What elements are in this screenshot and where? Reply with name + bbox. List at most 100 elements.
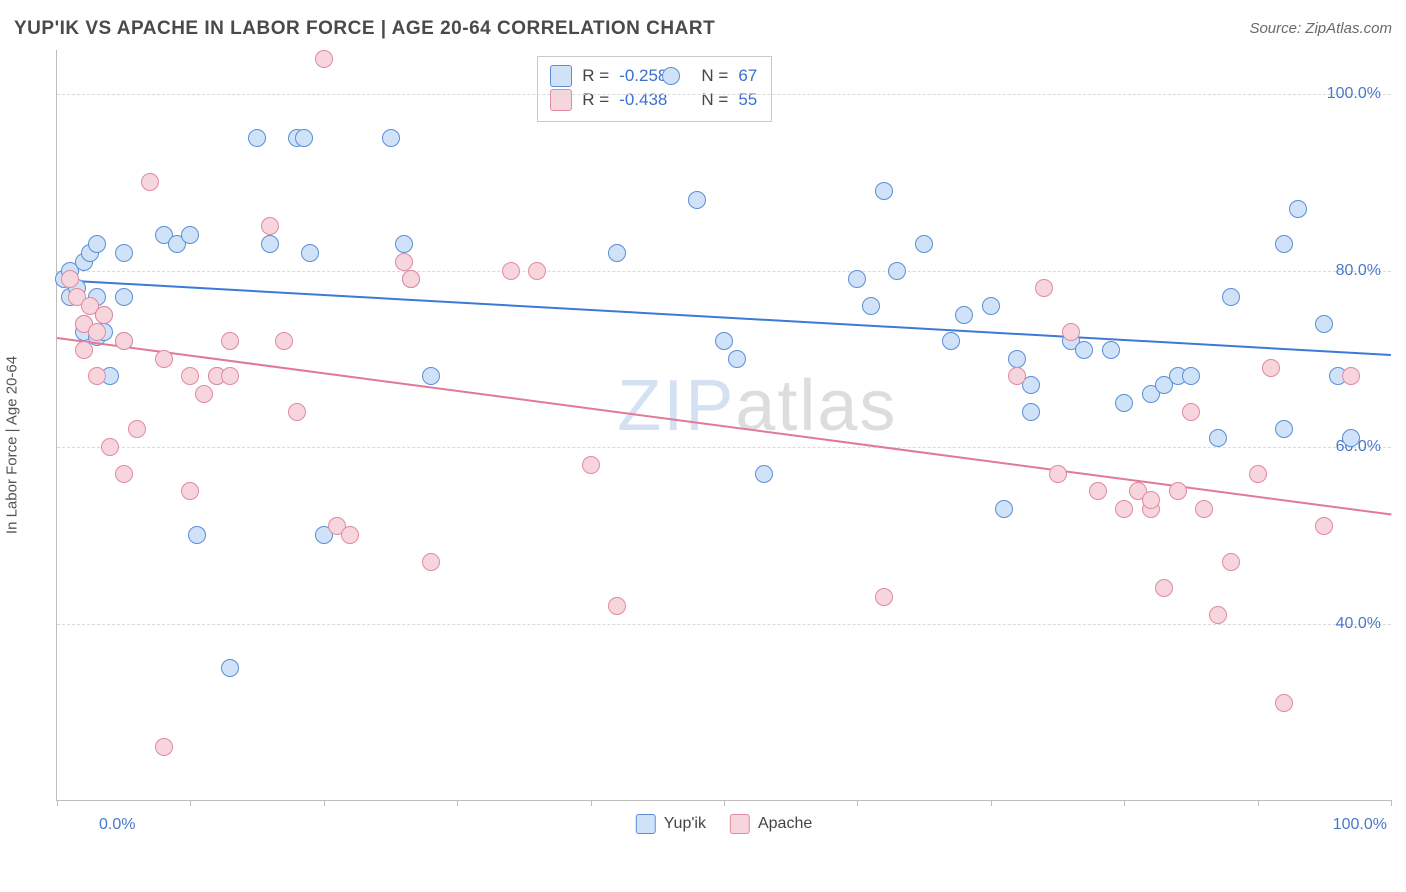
data-point [61,270,79,288]
gridline [57,624,1391,625]
stat-r-label: R = [582,90,609,110]
data-point [115,244,133,262]
data-point [582,456,600,474]
data-point [862,297,880,315]
legend-swatch [550,89,572,111]
legend-label: Apache [758,815,812,833]
data-point [95,306,113,324]
data-point [221,367,239,385]
x-tick [1124,800,1125,806]
data-point [75,341,93,359]
data-point [1315,517,1333,535]
x-axis-min-label: 0.0% [99,816,135,834]
y-tick-label: 100.0% [1327,85,1381,103]
x-tick [457,800,458,806]
data-point [195,385,213,403]
data-point [382,129,400,147]
data-point [181,367,199,385]
data-point [1289,200,1307,218]
data-point [261,217,279,235]
data-point [1249,465,1267,483]
x-tick [57,800,58,806]
data-point [875,588,893,606]
x-tick [857,800,858,806]
legend-item: Apache [730,814,812,834]
plot-region: ZIPatlas R = -0.258 N = 67 R = -0.438 N = 5… [56,50,1391,801]
data-point [1049,465,1067,483]
data-point [155,738,173,756]
data-point [128,420,146,438]
data-point [662,67,680,85]
data-point [402,270,420,288]
stat-n-label: N = [701,66,728,86]
data-point [1342,429,1360,447]
data-point [688,191,706,209]
legend-item: Yup'ik [636,814,706,834]
data-point [755,465,773,483]
data-point [1275,694,1293,712]
data-point [728,350,746,368]
data-point [848,270,866,288]
chart-area: In Labor Force | Age 20-64 ZIPatlas R = … [14,50,1392,840]
x-tick [591,800,592,806]
data-point [1022,403,1040,421]
gridline [57,447,1391,448]
data-point [221,659,239,677]
data-point [1275,420,1293,438]
gridline [57,271,1391,272]
legend-swatch [636,814,656,834]
data-point [915,235,933,253]
data-point [301,244,319,262]
data-point [1222,288,1240,306]
data-point [88,235,106,253]
gridline [57,94,1391,95]
data-point [88,367,106,385]
legend-swatch [550,65,572,87]
data-point [181,482,199,500]
data-point [221,332,239,350]
data-point [101,438,119,456]
stats-row: R = -0.438 N = 55 [550,89,757,111]
data-point [395,253,413,271]
stat-n-value: 55 [738,90,757,110]
source-label: Source: ZipAtlas.com [1249,20,1392,37]
data-point [1115,394,1133,412]
stat-n-value: 67 [738,66,757,86]
data-point [875,182,893,200]
data-point [1222,553,1240,571]
data-point [275,332,293,350]
data-point [1262,359,1280,377]
watermark: ZIPatlas [617,365,897,447]
series-legend: Yup'ik Apache [636,814,812,834]
data-point [422,553,440,571]
data-point [502,262,520,280]
data-point [1275,235,1293,253]
data-point [1142,491,1160,509]
regression-line [57,337,1391,515]
data-point [261,235,279,253]
y-axis-title: In Labor Force | Age 20-64 [4,356,21,534]
data-point [115,332,133,350]
data-point [248,129,266,147]
data-point [1182,367,1200,385]
data-point [1209,606,1227,624]
chart-title: YUP'IK VS APACHE IN LABOR FORCE | AGE 20… [14,18,715,39]
data-point [1008,350,1026,368]
stat-r-value: -0.438 [619,90,667,110]
data-point [1075,341,1093,359]
legend-swatch [730,814,750,834]
x-tick [190,800,191,806]
stat-n-label: N = [701,90,728,110]
data-point [715,332,733,350]
stat-r-label: R = [582,66,609,86]
data-point [1209,429,1227,447]
data-point [1182,403,1200,421]
stat-r-value: -0.258 [619,66,667,86]
data-point [422,367,440,385]
data-point [115,288,133,306]
data-point [528,262,546,280]
data-point [341,526,359,544]
data-point [181,226,199,244]
x-tick [724,800,725,806]
y-tick-label: 40.0% [1336,615,1381,633]
